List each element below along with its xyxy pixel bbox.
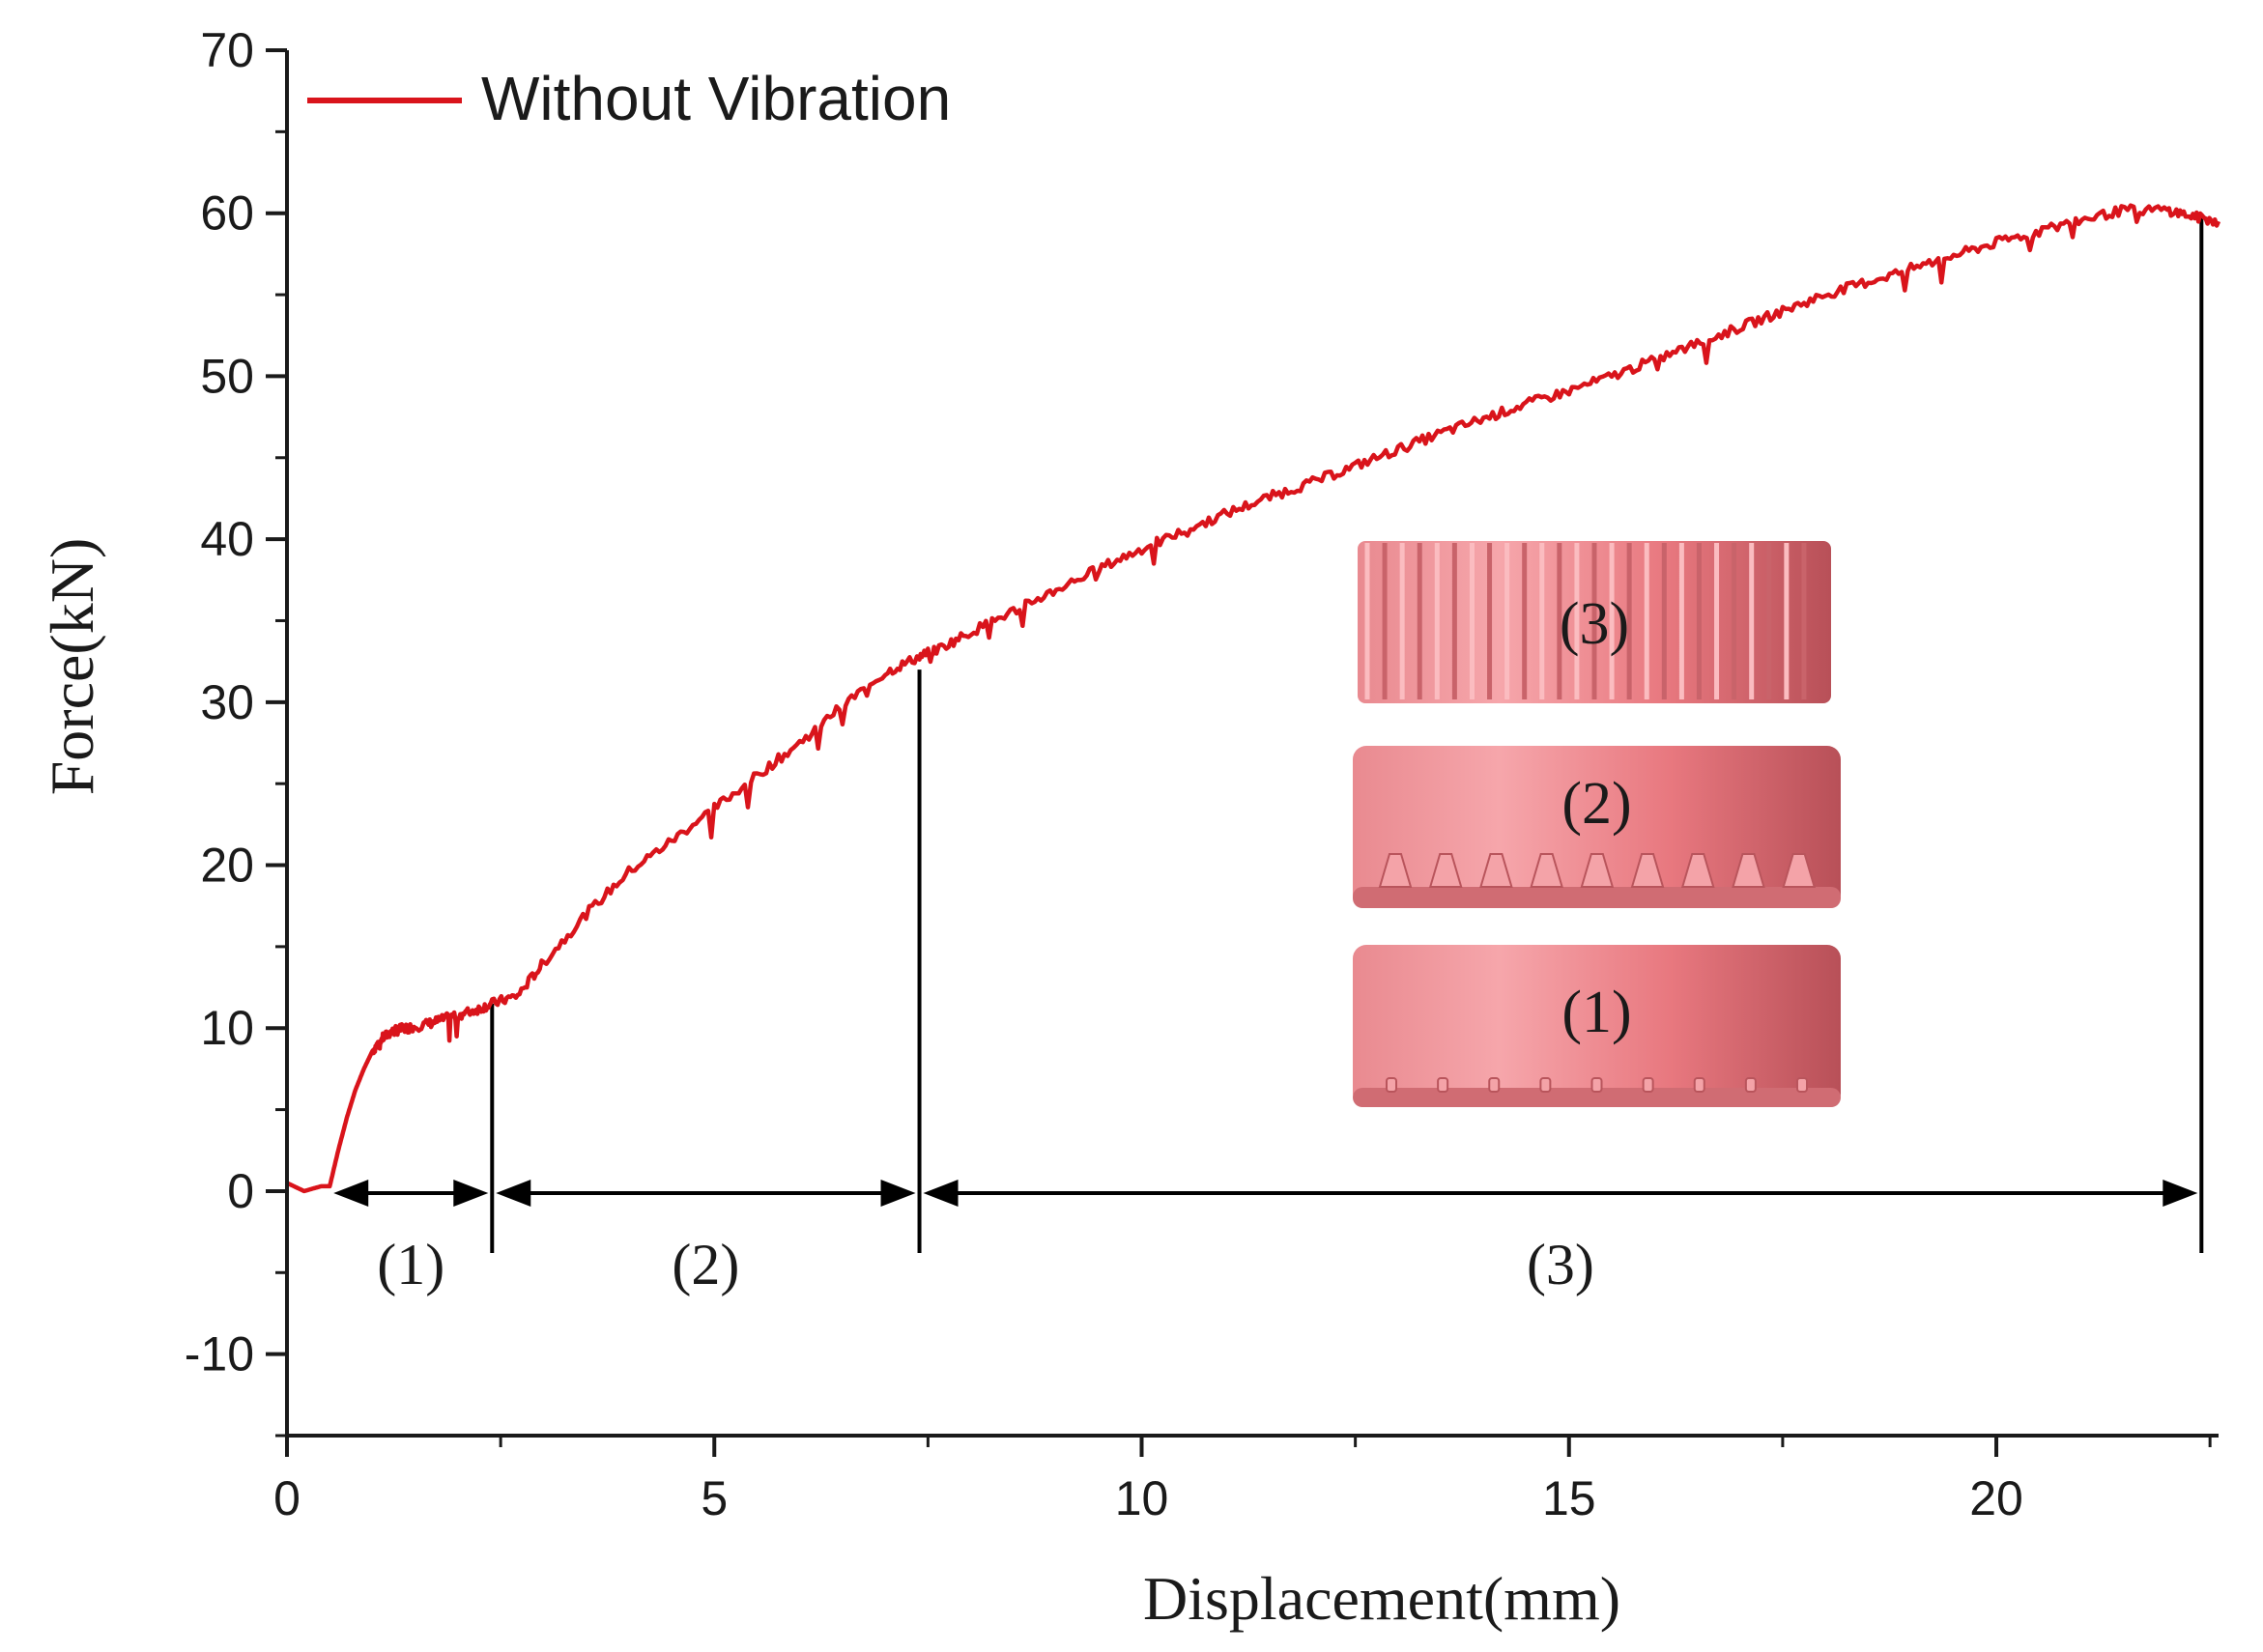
specimen-2-tooth — [1428, 853, 1463, 888]
x-tick-label: 10 — [1115, 1471, 1169, 1525]
y-tick-label: 0 — [227, 1164, 254, 1218]
y-tick-label: 20 — [200, 839, 254, 893]
arrowhead — [333, 1179, 369, 1207]
specimen-1-bump — [1437, 1077, 1449, 1093]
region-label: (2) — [672, 1233, 739, 1296]
specimen-3-label: (3) — [1560, 591, 1629, 657]
y-tick-label: 50 — [200, 349, 254, 403]
specimen-2-body — [1353, 746, 1841, 908]
specimen-1-bump — [1539, 1077, 1552, 1093]
specimen-1-base — [1353, 1088, 1841, 1107]
x-tick-label: 5 — [701, 1471, 728, 1525]
arrowhead — [880, 1179, 916, 1207]
specimen-2-tooth — [1732, 853, 1765, 888]
region-annotations: (1) (2) (3) — [333, 216, 2204, 1296]
specimen-1-bump — [1744, 1077, 1757, 1093]
specimen-2-tooth — [1530, 853, 1563, 888]
arrowhead — [2163, 1179, 2198, 1207]
specimen-2-tooth — [1378, 853, 1413, 888]
x-tick-label: 0 — [273, 1471, 301, 1525]
axes: -10 0 10 20 30 40 50 60 70 0 5 10 15 20 — [185, 23, 2219, 1525]
x-tick-label: 20 — [1969, 1471, 2023, 1525]
y-tick-label: 10 — [200, 1001, 254, 1055]
specimen-1-bump — [1386, 1077, 1397, 1093]
specimen-1-bump — [1488, 1077, 1501, 1093]
specimen-1-bump — [1796, 1077, 1808, 1093]
specimen-2-label: (2) — [1561, 771, 1631, 837]
y-axis-title: Force(kN) — [38, 538, 106, 796]
legend: Without Vibration — [307, 64, 951, 133]
specimen-2-base — [1353, 887, 1841, 908]
series-layer — [286, 203, 2221, 1194]
series-line-without-vibration — [286, 203, 2221, 1194]
specimen-1-bump — [1590, 1077, 1603, 1093]
specimen-2-tooth — [1680, 853, 1715, 888]
specimen-1-label: (1) — [1561, 980, 1631, 1045]
specimen-1-bump — [1642, 1077, 1654, 1093]
region-label: (1) — [377, 1233, 444, 1296]
x-axis-title: Displacement(mm) — [1143, 1564, 1620, 1633]
x-tick-label: 15 — [1542, 1471, 1596, 1525]
y-tick-label: 40 — [200, 512, 254, 566]
y-tick-label: 30 — [200, 675, 254, 729]
specimen-2-tooth — [1630, 853, 1665, 888]
specimen-1-body — [1353, 945, 1841, 1107]
legend-label: Without Vibration — [481, 64, 951, 133]
inset-specimen-diagram: (3) (2) (1) — [1353, 541, 1841, 1107]
specimen-1-bump — [1693, 1077, 1705, 1093]
y-tick-label: -10 — [185, 1327, 254, 1381]
specimen-2-tooth — [1479, 853, 1513, 888]
y-tick-label: 60 — [200, 186, 254, 241]
specimen-2-tooth — [1580, 853, 1615, 888]
specimen-2-tooth — [1782, 853, 1817, 888]
arrowhead — [453, 1179, 489, 1207]
y-tick-label: 70 — [200, 23, 254, 77]
region-label: (3) — [1527, 1233, 1594, 1296]
arrowhead — [923, 1179, 959, 1207]
arrowhead — [496, 1179, 531, 1207]
